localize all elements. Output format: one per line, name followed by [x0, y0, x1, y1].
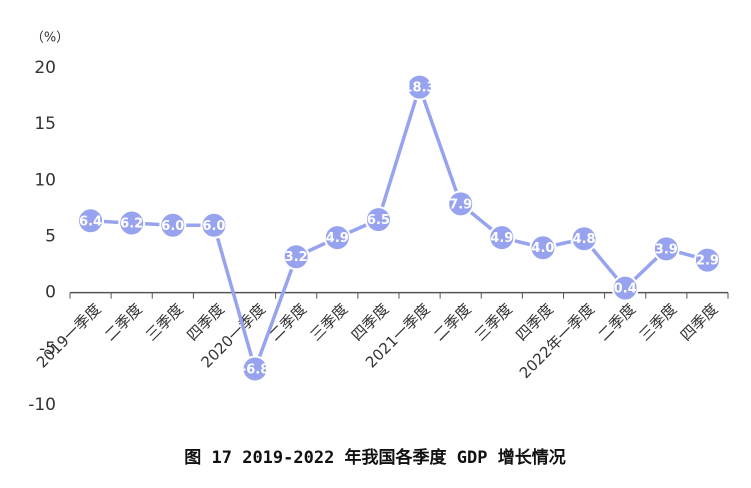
point-marker	[611, 274, 639, 302]
data-label: 6.4	[79, 214, 102, 229]
y-tick-label: 20	[34, 58, 56, 78]
x-tick-label: 二季度	[101, 300, 146, 345]
series-line	[90, 85, 708, 371]
data-label: 4.9	[326, 231, 349, 246]
point-marker	[570, 225, 598, 253]
x-tick-label: 二季度	[595, 300, 640, 345]
x-tick-label: 三季度	[636, 300, 681, 345]
y-tick-label: -5	[39, 339, 56, 359]
x-tick-label: 2019一季度	[33, 300, 105, 372]
data-label: 3.2	[285, 250, 308, 265]
x-tick-label: 三季度	[471, 300, 516, 345]
point-marker	[529, 234, 557, 262]
x-tick-label: 四季度	[677, 300, 722, 345]
chart-title: 图 17 2019-2022 年我国各季度 GDP 增长情况	[184, 447, 565, 468]
point-marker	[241, 355, 269, 383]
data-label: -6.8	[241, 363, 269, 378]
point-marker	[693, 246, 721, 274]
point-marker	[118, 209, 146, 237]
data-label: 4.8	[573, 232, 596, 247]
point-marker	[364, 206, 392, 234]
y-tick-label: 10	[34, 170, 56, 190]
y-tick-label: -10	[28, 395, 56, 415]
y-unit: （%）	[31, 31, 69, 46]
x-tick-label: 三季度	[142, 300, 187, 345]
data-label: 6.0	[161, 219, 184, 234]
point-marker	[159, 211, 187, 239]
y-tick-label: 15	[34, 114, 56, 134]
data-label: 4.9	[490, 231, 513, 246]
y-tick-label: 0	[45, 283, 56, 303]
x-tick-label: 二季度	[430, 300, 475, 345]
point-marker	[447, 190, 475, 218]
data-label: 18.3	[404, 81, 436, 96]
point-marker	[406, 73, 434, 101]
point-marker	[323, 224, 351, 252]
point-marker	[200, 211, 228, 239]
data-label: 6.0	[202, 219, 225, 234]
data-label: 2.9	[696, 254, 719, 269]
data-label: 6.2	[120, 217, 143, 232]
y-tick-label: 5	[45, 227, 56, 247]
data-label: 4.0	[531, 241, 554, 256]
data-label: 0.4	[614, 282, 637, 297]
point-marker	[77, 207, 105, 235]
data-label: 3.9	[655, 242, 678, 257]
x-tick-label: 三季度	[307, 300, 352, 345]
point-marker	[282, 243, 310, 271]
data-label: 6.5	[367, 213, 390, 228]
point-marker	[652, 235, 680, 263]
data-label: 7.9	[449, 197, 472, 212]
point-marker	[488, 224, 516, 252]
